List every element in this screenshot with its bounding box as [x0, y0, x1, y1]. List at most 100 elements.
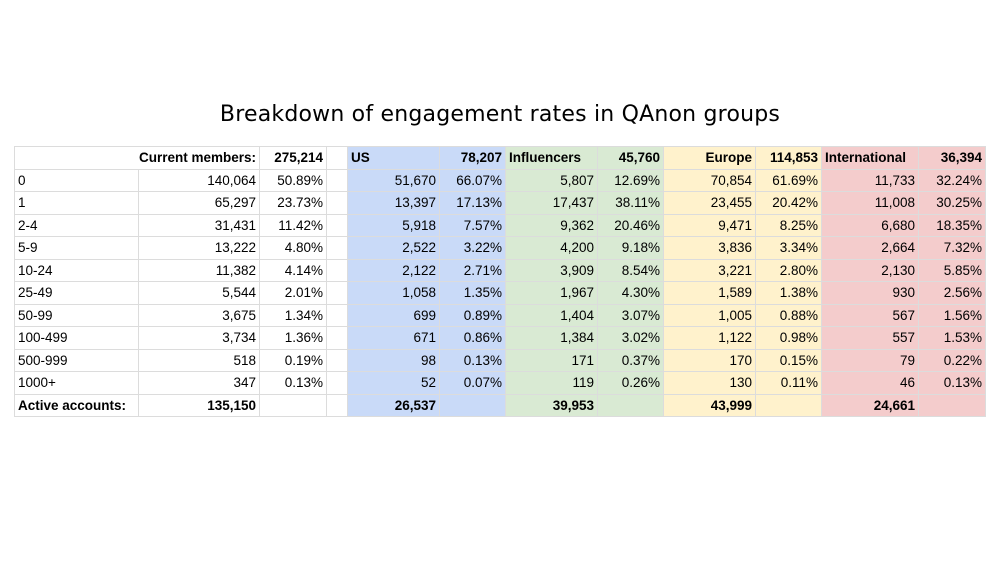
international-count: 6,680: [821, 213, 919, 237]
spacer-cell: [326, 258, 348, 282]
spacer-cell: [326, 393, 348, 417]
us-total: 78,207: [439, 146, 506, 170]
all-pct: 0.13%: [259, 371, 327, 395]
empty-cell: [259, 393, 327, 417]
influencers-count: 3,909: [505, 258, 598, 282]
us-count: 2,122: [347, 258, 440, 282]
us-pct: 66.07%: [439, 168, 506, 192]
spacer-cell: [326, 303, 348, 327]
influencers-pct: 9.18%: [597, 236, 664, 260]
table-row: 2-4 31,431 11.42% 5,918 7.57% 9,362 20.46% 9,47…: [14, 213, 986, 237]
all-pct: 4.80%: [259, 236, 327, 260]
us-pct: 0.86%: [439, 326, 506, 350]
us-pct: 1.35%: [439, 281, 506, 305]
empty-cell: [918, 393, 986, 417]
all-pct: 1.36%: [259, 326, 327, 350]
europe-pct: 0.88%: [755, 303, 822, 327]
international-count: 11,008: [821, 191, 919, 215]
spacer-cell: [326, 191, 348, 215]
europe-count: 130: [663, 371, 756, 395]
europe-count: 3,836: [663, 236, 756, 260]
row-label: 2-4: [14, 213, 139, 237]
influencers-header: Influencers: [505, 146, 598, 170]
europe-header: Europe: [663, 146, 756, 170]
table-row: 0 140,064 50.89% 51,670 66.07% 5,807 12.69% 70,…: [14, 168, 986, 192]
international-total: 36,394: [918, 146, 986, 170]
active-us: 26,537: [347, 393, 440, 417]
international-pct: 18.35%: [918, 213, 986, 237]
influencers-count: 9,362: [505, 213, 598, 237]
all-count: 13,222: [138, 236, 260, 260]
influencers-pct: 20.46%: [597, 213, 664, 237]
spacer-cell: [326, 371, 348, 395]
us-count: 5,918: [347, 213, 440, 237]
influencers-pct: 0.26%: [597, 371, 664, 395]
all-pct: 2.01%: [259, 281, 327, 305]
us-pct: 17.13%: [439, 191, 506, 215]
empty-cell: [755, 393, 822, 417]
europe-pct: 3.34%: [755, 236, 822, 260]
chart-title: Breakdown of engagement rates in QAnon g…: [219, 102, 781, 127]
row-label: 5-9: [14, 236, 139, 260]
spacer-cell: [326, 146, 348, 170]
influencers-pct: 4.30%: [597, 281, 664, 305]
table-row: 50-99 3,675 1.34% 699 0.89% 1,404 3.07% 1,005 0.…: [14, 303, 986, 327]
row-label: 50-99: [14, 303, 139, 327]
active-europe: 43,999: [663, 393, 756, 417]
influencers-count: 5,807: [505, 168, 598, 192]
all-pct: 4.14%: [259, 258, 327, 282]
header-row: Current members: 275,214 US 78,207 Influ…: [14, 146, 986, 170]
us-count: 52: [347, 371, 440, 395]
spacer-cell: [326, 348, 348, 372]
international-pct: 1.53%: [918, 326, 986, 350]
engagement-table: Current members: 275,214 US 78,207 Influ…: [14, 146, 986, 417]
international-pct: 0.13%: [918, 371, 986, 395]
influencers-count: 1,384: [505, 326, 598, 350]
international-count: 2,664: [821, 236, 919, 260]
international-count: 930: [821, 281, 919, 305]
all-count: 3,675: [138, 303, 260, 327]
empty-cell: [597, 393, 664, 417]
current-members-total: 275,214: [259, 146, 327, 170]
all-count: 140,064: [138, 168, 260, 192]
influencers-count: 4,200: [505, 236, 598, 260]
us-pct: 0.89%: [439, 303, 506, 327]
europe-pct: 2.80%: [755, 258, 822, 282]
europe-count: 170: [663, 348, 756, 372]
europe-pct: 61.69%: [755, 168, 822, 192]
all-count: 65,297: [138, 191, 260, 215]
spacer-cell: [326, 213, 348, 237]
table-row: 25-49 5,544 2.01% 1,058 1.35% 1,967 4.30% 1,589…: [14, 281, 986, 305]
europe-pct: 20.42%: [755, 191, 822, 215]
international-pct: 0.22%: [918, 348, 986, 372]
us-pct: 3.22%: [439, 236, 506, 260]
us-count: 13,397: [347, 191, 440, 215]
us-pct: 2.71%: [439, 258, 506, 282]
influencers-count: 1,404: [505, 303, 598, 327]
active-all: 135,150: [138, 393, 260, 417]
international-pct: 30.25%: [918, 191, 986, 215]
europe-pct: 0.15%: [755, 348, 822, 372]
influencers-count: 1,967: [505, 281, 598, 305]
all-pct: 50.89%: [259, 168, 327, 192]
table-row: 5-9 13,222 4.80% 2,522 3.22% 4,200 9.18% 3,836 3…: [14, 236, 986, 260]
international-pct: 5.85%: [918, 258, 986, 282]
international-pct: 7.32%: [918, 236, 986, 260]
row-label: 100-499: [14, 326, 139, 350]
all-pct: 11.42%: [259, 213, 327, 237]
europe-count: 3,221: [663, 258, 756, 282]
all-count: 5,544: [138, 281, 260, 305]
empty-cell: [439, 393, 506, 417]
europe-count: 9,471: [663, 213, 756, 237]
europe-count: 23,455: [663, 191, 756, 215]
all-count: 31,431: [138, 213, 260, 237]
influencers-pct: 3.07%: [597, 303, 664, 327]
influencers-pct: 38.11%: [597, 191, 664, 215]
footer-row: Active accounts: 135,150 26,537 39,953 43,99…: [14, 393, 986, 417]
international-count: 11,733: [821, 168, 919, 192]
active-international: 24,661: [821, 393, 919, 417]
table-row: 1000+ 347 0.13% 52 0.07% 119 0.26% 130 0.11% 46 0.…: [14, 371, 986, 395]
us-count: 671: [347, 326, 440, 350]
all-count: 11,382: [138, 258, 260, 282]
us-count: 2,522: [347, 236, 440, 260]
